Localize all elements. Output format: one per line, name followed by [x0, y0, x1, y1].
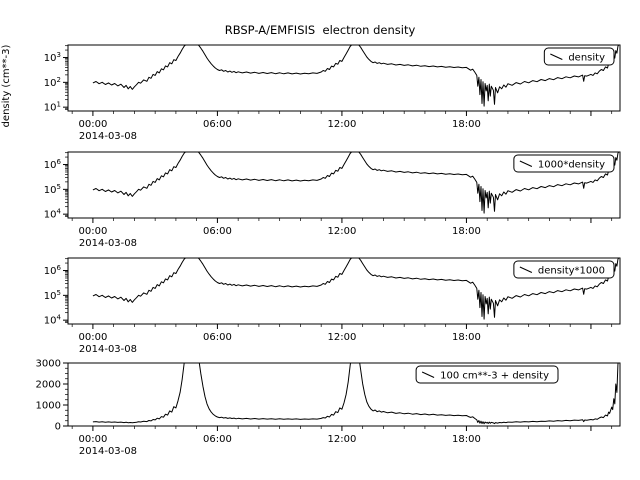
- y-tick-label: 106: [44, 264, 62, 277]
- legend-line-sample: [519, 160, 533, 167]
- x-tick-label: 00:00: [78, 332, 107, 343]
- x-tick-label: 06:00: [203, 332, 232, 343]
- legend-box: [513, 154, 615, 173]
- axes-frame: [67, 44, 621, 112]
- x-tick-label: 00:00: [78, 434, 107, 445]
- x-tick-label: 12:00: [328, 119, 357, 130]
- legend: density: [543, 47, 615, 66]
- y-tick-label: 1000: [36, 401, 61, 412]
- axes-frame: [67, 257, 621, 325]
- x-tick-label: 00:00: [78, 226, 107, 237]
- legend-label: density: [568, 53, 605, 64]
- legend-line-sample: [550, 53, 563, 60]
- legend-box: [513, 260, 615, 279]
- x-tick-label: 12:00: [328, 332, 357, 343]
- x-tick-label: 18:00: [452, 332, 481, 343]
- y-tick-label: 103: [44, 51, 61, 64]
- x-tick-label: 06:00: [203, 434, 232, 445]
- legend: 100 cm**-3 + density: [415, 365, 559, 384]
- y-tick-label: 104: [44, 208, 62, 221]
- legend-label: density*1000: [538, 266, 605, 277]
- x-axis-date: 2014-03-08: [79, 344, 137, 355]
- y-tick-label: 104: [44, 314, 62, 327]
- density-trace: [92, 363, 619, 425]
- density-trace: [92, 258, 620, 320]
- y-axis-label: density (cm**-3): [1, 44, 12, 127]
- density-trace: [92, 45, 620, 107]
- panel-2: 104 105 106 00:00 06:00 12:00 18:00 2014-03-08 1…: [44, 151, 621, 249]
- legend-label: 100 cm**-3 + density: [440, 371, 549, 382]
- axes-frame: [67, 362, 621, 427]
- x-axis-date: 2014-03-08: [79, 131, 137, 142]
- x-tick-label: 18:00: [452, 226, 481, 237]
- x-tick-label: 12:00: [328, 226, 357, 237]
- legend-box: [415, 365, 559, 384]
- axes-frame: [67, 151, 621, 219]
- y-tick-label: 101: [44, 101, 61, 114]
- y-tick-label: 102: [44, 76, 61, 89]
- panel-1: 101 102 103 00:00 06:00 12:00 18:00 2014-03-08 d…: [44, 44, 621, 142]
- x-tick-label: 06:00: [203, 119, 232, 130]
- legend: density*1000: [513, 260, 615, 279]
- legend-line-sample: [421, 371, 435, 378]
- chart-title: RBSP-A/EMFISIS electron density: [224, 23, 416, 37]
- y-tick-label: 3000: [36, 359, 61, 370]
- x-axis-date: 2014-03-08: [79, 446, 137, 457]
- legend-line-sample: [519, 266, 533, 273]
- y-tick-label: 2000: [36, 380, 61, 391]
- y-tick-label: 105: [44, 183, 61, 196]
- panel-3: 104 105 106 00:00 06:00 12:00 18:00 2014-03-08 d…: [44, 257, 621, 355]
- x-axis-date: 2014-03-08: [79, 238, 137, 249]
- x-tick-label: 12:00: [328, 434, 357, 445]
- legend-box: [543, 47, 615, 66]
- legend: 1000*density: [513, 154, 615, 173]
- x-tick-label: 00:00: [78, 119, 107, 130]
- y-tick-label: 105: [44, 289, 61, 302]
- y-tick-label: 0: [55, 422, 61, 433]
- legend-label: 1000*density: [538, 160, 605, 171]
- density-trace: [92, 152, 620, 214]
- panel-4: 0 1000 2000 3000 00:00 06:00 12:00 18:00 2014-03…: [36, 359, 621, 457]
- x-tick-label: 18:00: [452, 119, 481, 130]
- y-tick-label: 106: [44, 158, 62, 171]
- x-tick-label: 06:00: [203, 226, 232, 237]
- x-tick-label: 18:00: [452, 434, 481, 445]
